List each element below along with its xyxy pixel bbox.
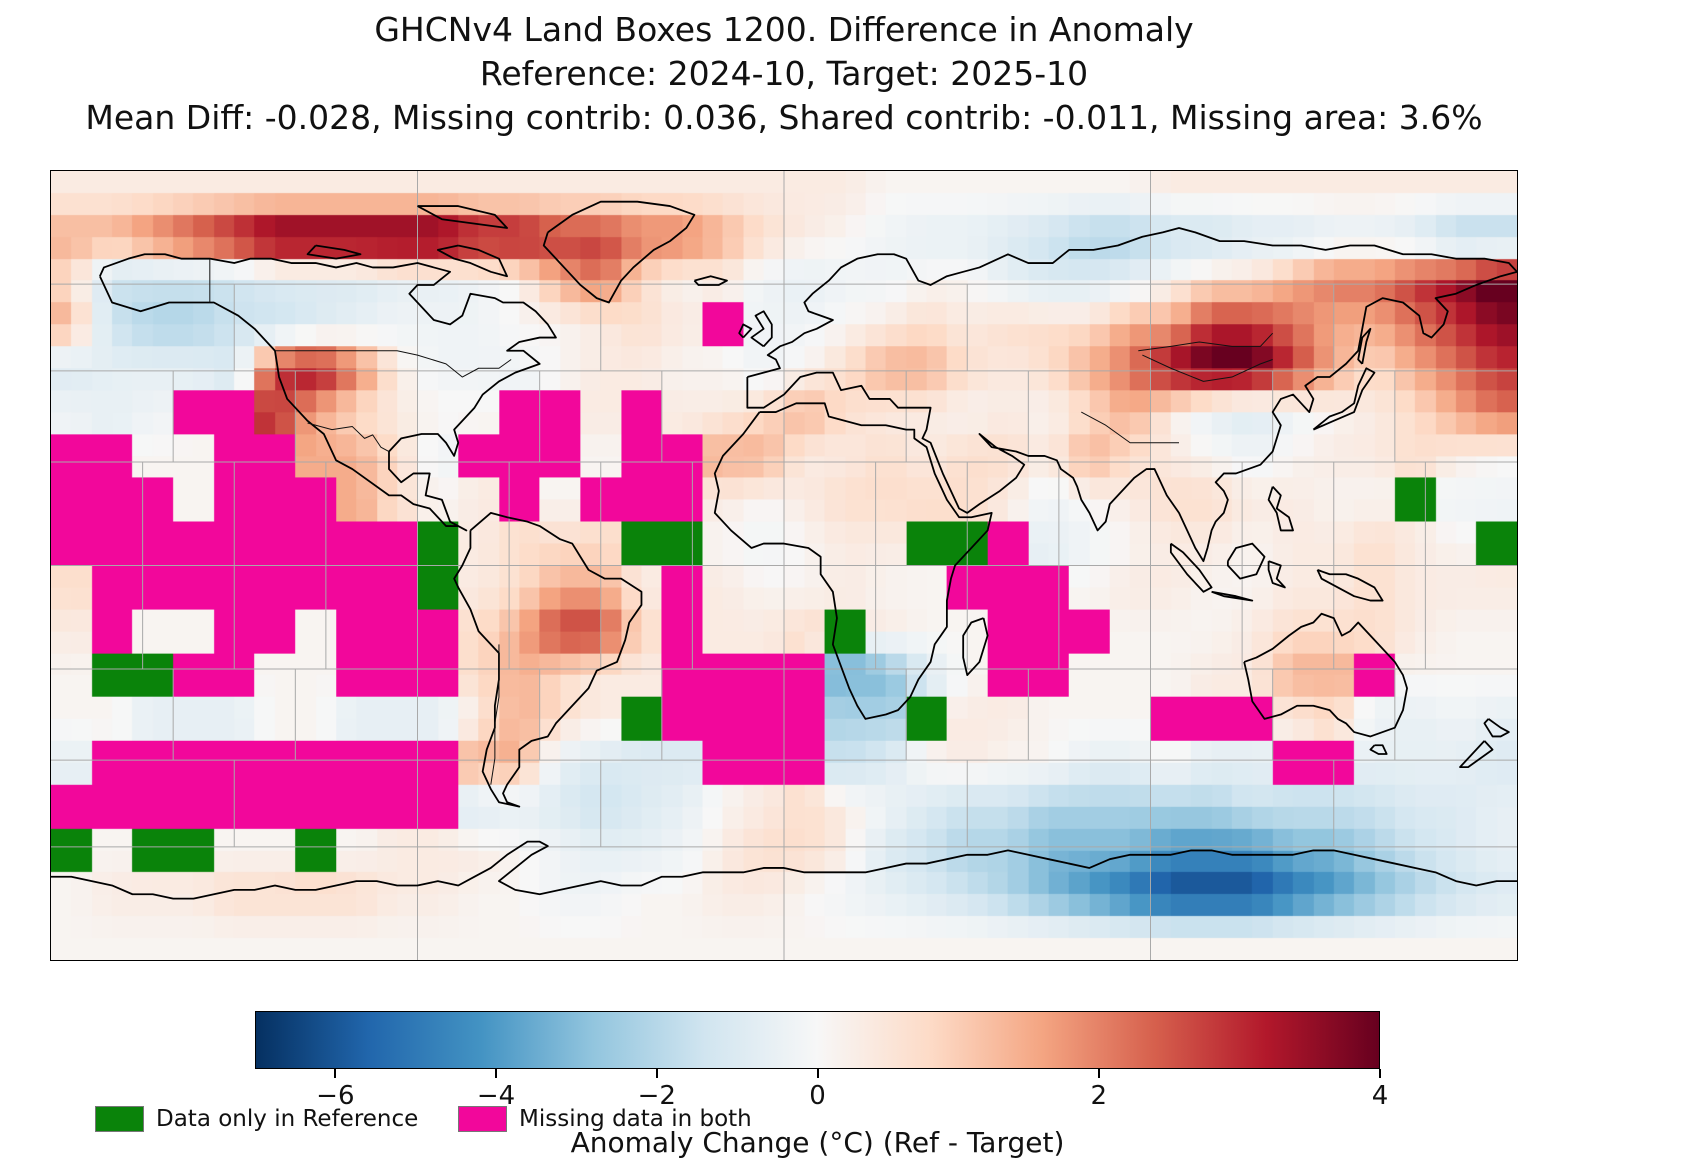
colorbar-label: Anomaly Change (°C) (Ref - Target)	[570, 1126, 1065, 1159]
country-borders	[210, 259, 1273, 785]
title-line-3: Mean Diff: -0.028, Missing contrib: 0.03…	[85, 98, 1483, 137]
title-block: GHCNv4 Land Boxes 1200. Difference in An…	[50, 8, 1518, 140]
map-axes	[50, 170, 1518, 961]
graticule-lines	[51, 171, 1517, 960]
colorbar: −6 −4 −2 0 2 4	[255, 1011, 1388, 1111]
colorbar-tick	[816, 1069, 819, 1078]
legend-item-reference-only: Data only in Reference	[95, 1106, 418, 1132]
reference-only-label: Data only in Reference	[156, 1106, 419, 1132]
colorbar-tick-label: 2	[1090, 1081, 1108, 1111]
colorbar-tick	[1097, 1069, 1100, 1078]
legend-item-missing-both: Missing data in both	[458, 1106, 752, 1132]
title-line-2: Reference: 2024-10, Target: 2025-10	[479, 54, 1089, 93]
colorbar-tick-label: −2	[637, 1081, 676, 1111]
colorbar-gradient	[255, 1011, 1380, 1069]
colorbar-tick-label: 4	[1371, 1081, 1389, 1111]
missing-both-swatch	[458, 1106, 507, 1132]
colorbar-tick	[334, 1069, 337, 1078]
reference-only-swatch	[95, 1106, 144, 1132]
colorbar-tick-label: −6	[316, 1081, 355, 1111]
colorbar-tick	[1379, 1069, 1381, 1078]
colorbar-tick-label: 0	[809, 1081, 826, 1111]
title-line-1: GHCNv4 Land Boxes 1200. Difference in An…	[374, 10, 1194, 49]
map-overlay	[51, 171, 1517, 960]
missing-both-label: Missing data in both	[519, 1106, 752, 1132]
colorbar-tick	[655, 1069, 658, 1078]
colorbar-tick	[495, 1069, 498, 1078]
